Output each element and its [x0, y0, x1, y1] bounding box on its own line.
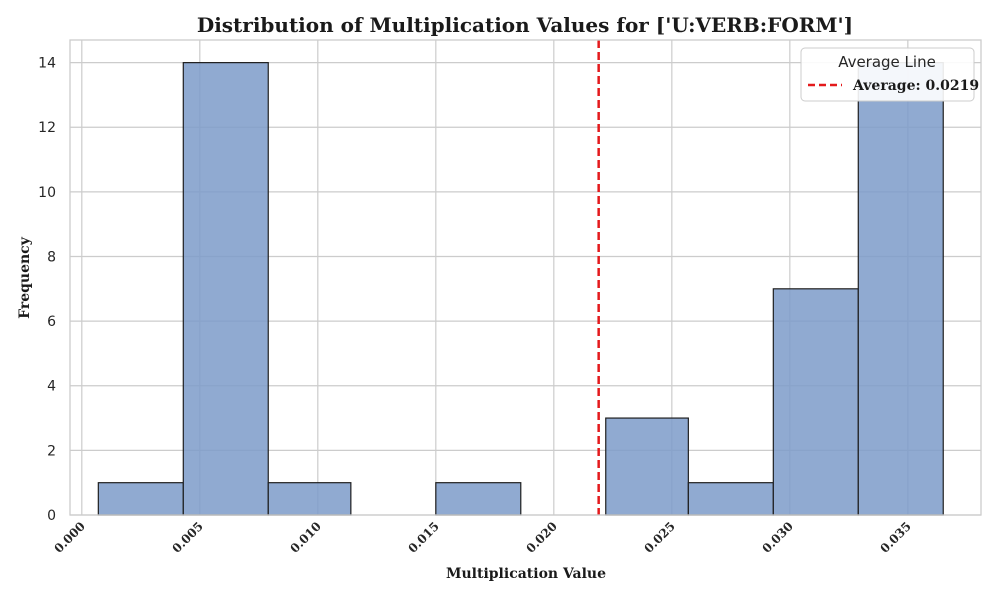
- x-axis-label: Multiplication Value: [446, 566, 606, 582]
- y-tick-label: 8: [47, 249, 56, 265]
- histogram-bar: [435, 482, 522, 516]
- legend-title: Average Line: [838, 53, 936, 71]
- histogram-bars: [97, 62, 944, 516]
- y-tick-label: 10: [38, 185, 56, 201]
- histogram-bar: [97, 482, 184, 516]
- y-tick-label: 14: [38, 56, 56, 72]
- y-tick-label: 4: [47, 379, 56, 395]
- histogram-bar: [605, 417, 689, 516]
- y-tick-label: 12: [38, 120, 56, 136]
- y-tick-label: 6: [47, 314, 56, 330]
- legend-box: [800, 47, 975, 102]
- plot-area: [69, 39, 982, 516]
- plot-frame: [69, 39, 982, 516]
- histogram-bar: [772, 288, 859, 516]
- histogram-bar: [267, 482, 352, 516]
- y-axis-label: Frequency: [17, 236, 33, 319]
- y-tick-label: 2: [47, 443, 56, 459]
- legend-average-label: Average: 0.0219: [852, 78, 979, 94]
- histogram-bar: [857, 62, 944, 516]
- y-tick-labels: 0 2 4 6 8 10 12 14: [38, 56, 56, 524]
- legend: Average Line Average: 0.0219: [800, 47, 979, 102]
- y-tick-label: 0: [47, 508, 56, 524]
- histogram-bar: [687, 482, 774, 516]
- chart-title: Distribution of Multiplication Values fo…: [197, 13, 853, 37]
- histogram-bar: [182, 62, 269, 516]
